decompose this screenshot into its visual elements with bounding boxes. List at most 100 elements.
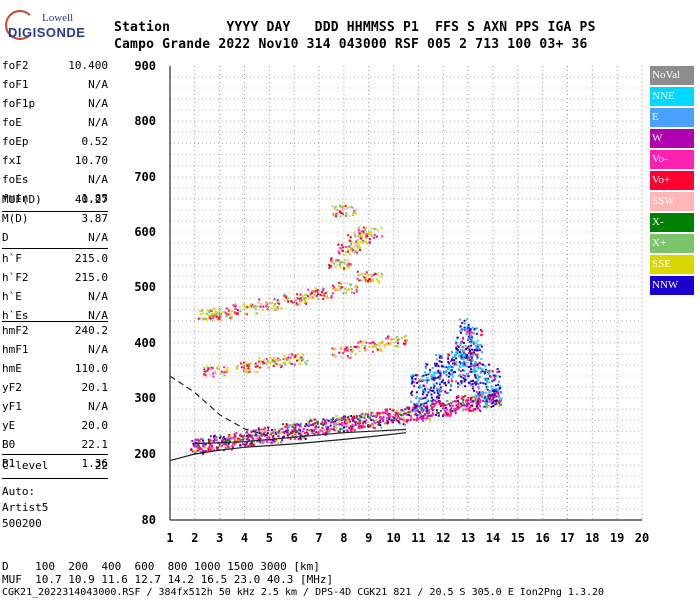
param-row: foEs N/A	[2, 170, 108, 189]
data-point	[439, 355, 442, 358]
data-point	[467, 399, 470, 402]
data-point	[425, 406, 428, 409]
data-point	[413, 409, 416, 412]
data-point	[344, 250, 347, 253]
data-point	[435, 387, 438, 390]
data-point	[499, 385, 502, 388]
data-point	[351, 418, 354, 421]
data-point	[471, 404, 474, 407]
data-point	[433, 373, 436, 376]
data-point	[449, 389, 452, 392]
data-point	[334, 265, 337, 268]
data-point	[479, 328, 482, 331]
param-row: foE N/A	[2, 113, 108, 132]
data-point	[283, 432, 286, 435]
data-point	[309, 418, 312, 421]
data-point	[460, 382, 463, 385]
data-point	[353, 416, 356, 419]
data-point	[472, 385, 475, 388]
data-point	[266, 360, 269, 363]
data-point	[436, 389, 439, 392]
data-point	[347, 265, 350, 268]
data-point	[415, 397, 418, 400]
data-point	[417, 380, 420, 383]
data-point	[434, 404, 437, 407]
data-point	[426, 379, 429, 382]
data-point	[192, 444, 195, 447]
data-point	[209, 445, 212, 448]
data-point	[410, 392, 413, 395]
data-point	[319, 429, 322, 432]
data-point	[302, 427, 305, 430]
data-point	[470, 348, 473, 351]
param-value: 0.52	[81, 135, 109, 148]
data-point	[429, 387, 432, 390]
data-point	[362, 340, 365, 343]
data-point	[251, 442, 254, 445]
data-point	[365, 419, 368, 422]
data-point	[373, 426, 376, 429]
data-point	[391, 415, 394, 418]
data-point	[490, 400, 493, 403]
data-point	[242, 435, 245, 438]
data-point	[262, 440, 265, 443]
data-point	[469, 404, 472, 407]
data-point	[471, 354, 474, 357]
data-point	[398, 416, 401, 419]
data-point	[258, 436, 261, 439]
data-point	[267, 305, 270, 308]
data-point	[204, 443, 207, 446]
data-point	[364, 421, 367, 424]
data-point	[321, 430, 324, 433]
data-point	[227, 309, 230, 312]
data-point	[341, 261, 344, 264]
data-point	[347, 245, 350, 248]
param-row: hmF2 240.2	[2, 321, 108, 340]
data-point	[273, 429, 276, 432]
data-point	[266, 436, 269, 439]
data-point	[380, 426, 383, 429]
data-point	[460, 375, 463, 378]
data-point	[350, 427, 353, 430]
data-point	[345, 214, 348, 217]
data-point	[294, 303, 297, 306]
data-point	[453, 400, 456, 403]
data-point	[337, 259, 340, 262]
data-point	[205, 312, 208, 315]
data-point	[294, 437, 297, 440]
data-point	[282, 358, 285, 361]
data-point	[354, 284, 357, 287]
data-point	[300, 299, 303, 302]
data-point	[347, 263, 350, 266]
autoscale-info: Auto: Artist5 500200	[2, 484, 48, 532]
data-point	[364, 273, 367, 276]
data-point	[238, 305, 241, 308]
data-point	[470, 368, 473, 371]
data-point	[317, 298, 320, 301]
data-point	[426, 412, 429, 415]
data-point	[471, 359, 474, 362]
data-point	[446, 403, 449, 406]
data-point	[415, 405, 418, 408]
data-point	[241, 443, 244, 446]
data-point	[412, 418, 415, 421]
data-point	[256, 364, 259, 367]
data-point	[444, 384, 447, 387]
data-point	[422, 378, 425, 381]
param-name: hmF2	[2, 324, 29, 337]
data-point	[468, 359, 471, 362]
data-point	[364, 280, 367, 283]
data-point	[463, 353, 466, 356]
data-point	[328, 266, 331, 269]
data-point	[356, 286, 359, 289]
data-point	[361, 425, 364, 428]
data-point	[418, 400, 421, 403]
param-row: foF1 N/A	[2, 75, 108, 94]
data-point	[337, 430, 340, 433]
data-point	[370, 275, 373, 278]
data-point	[294, 423, 297, 426]
data-point	[236, 365, 239, 368]
data-point	[462, 341, 465, 344]
data-point	[273, 428, 276, 431]
param-value: 10.400	[68, 59, 108, 72]
